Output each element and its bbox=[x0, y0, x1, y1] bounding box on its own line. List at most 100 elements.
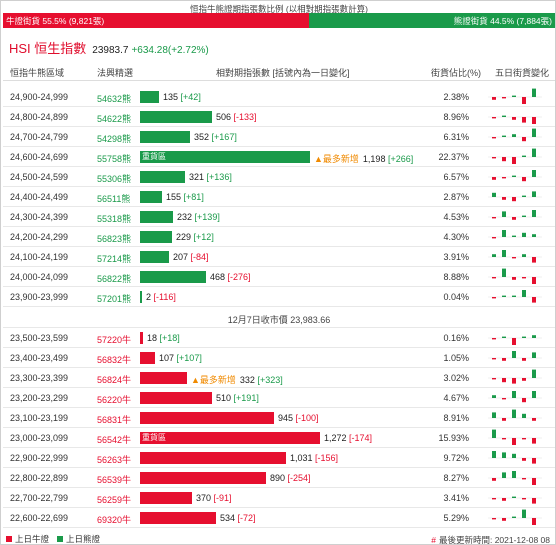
table-row[interactable]: 22,700-22,799 56259牛 370 [-91] 3.41% bbox=[3, 488, 555, 508]
sparkline-bar bbox=[492, 117, 496, 119]
contracts-value: 890 bbox=[270, 473, 286, 483]
sparkline-bar bbox=[522, 117, 526, 123]
sparkline-bar bbox=[522, 413, 526, 418]
table-row[interactable]: 24,900-24,999 54632熊 135 [+42] 2.38% bbox=[3, 87, 555, 107]
table-row[interactable]: 24,300-24,399 55318熊 232 [+139] 4.53% bbox=[3, 207, 555, 227]
table-row[interactable]: 24,000-24,099 56822熊 468 [-276] 8.88% bbox=[3, 267, 555, 287]
warrant-code-link[interactable]: 56220牛 bbox=[97, 395, 132, 405]
table-row[interactable]: 22,800-22,899 56539牛 890 [-254] 8.27% bbox=[3, 468, 555, 488]
contracts-value: 107 bbox=[159, 353, 175, 363]
sparkline-bar bbox=[502, 211, 506, 217]
warrant-code-link[interactable]: 56542牛 bbox=[97, 435, 132, 445]
price-range: 24,300-24,399 bbox=[10, 212, 69, 222]
five-day-sparkline bbox=[488, 250, 542, 263]
table-row[interactable]: 24,800-24,899 54622熊 506 [-133] 8.96% bbox=[3, 107, 555, 127]
table-row[interactable]: 23,000-23,099 56542牛 重貨區 1,272 [-174] 15.93% bbox=[3, 428, 555, 448]
contracts-bar bbox=[140, 131, 190, 143]
warrant-code-link[interactable]: 55306熊 bbox=[97, 174, 132, 184]
warrant-code-link[interactable]: 54632熊 bbox=[97, 94, 132, 104]
outstanding-pct: 15.93% bbox=[438, 433, 469, 443]
contracts-change: [-84] bbox=[190, 252, 209, 262]
table-row[interactable]: 22,900-22,999 56263牛 1,031 [-156] 9.72% bbox=[3, 448, 555, 468]
warrant-code-link[interactable]: 56539牛 bbox=[97, 475, 132, 485]
warrant-code-link[interactable]: 56511熊 bbox=[97, 194, 131, 204]
table-row[interactable]: 24,200-24,299 56823熊 229 [+12] 4.30% bbox=[3, 227, 555, 247]
table-row[interactable]: 23,100-23,199 56831牛 945 [-100] 8.91% bbox=[3, 408, 555, 428]
five-day-sparkline bbox=[488, 429, 542, 445]
table-row[interactable]: 24,400-24,499 56511熊 155 [+81] 2.87% bbox=[3, 187, 555, 207]
sparkline-bar bbox=[512, 471, 516, 478]
sparkline-bar bbox=[522, 215, 526, 217]
warrant-code-link[interactable]: 56832牛 bbox=[97, 355, 132, 365]
warrant-code-link[interactable]: 54622熊 bbox=[97, 114, 132, 124]
table-row[interactable]: 24,700-24,799 54298熊 352 [+167] 6.31% bbox=[3, 127, 555, 147]
index-name[interactable]: HSI 恒生指數 bbox=[9, 41, 87, 56]
price-range: 23,500-23,599 bbox=[10, 333, 69, 343]
price-range: 24,200-24,299 bbox=[10, 232, 69, 242]
sparkline-bar bbox=[512, 438, 516, 445]
outstanding-pct: 8.91% bbox=[443, 413, 469, 423]
warrant-code-link[interactable]: 57214熊 bbox=[97, 254, 132, 264]
table-row[interactable]: 23,200-23,299 56220牛 510 [+191] 4.67% bbox=[3, 388, 555, 408]
price-range: 24,800-24,899 bbox=[10, 112, 69, 122]
contracts-value: 207 bbox=[173, 252, 189, 262]
sparkline-bar bbox=[532, 458, 536, 464]
table-row[interactable]: 23,900-23,999 57201熊 2 [-116] 0.04% bbox=[3, 287, 555, 307]
sparkline-bar bbox=[532, 277, 536, 284]
price-range: 22,900-22,999 bbox=[10, 453, 69, 463]
warrant-code-link[interactable]: 56824牛 bbox=[97, 375, 132, 385]
contracts-value: 155 bbox=[166, 192, 182, 202]
warrant-code-link[interactable]: 54298熊 bbox=[97, 134, 132, 144]
table-row[interactable]: 24,600-24,699 55758熊 重貨區 ▲最多新增 1,198 [+266] 2… bbox=[3, 147, 555, 167]
index-value: 23983.7 bbox=[92, 45, 129, 56]
warrant-code-link[interactable]: 56259牛 bbox=[97, 495, 132, 505]
contracts-value: 229 bbox=[176, 232, 192, 242]
bull-ratio-segment: 牛證街貨 55.5% (9,821張) bbox=[3, 13, 310, 28]
price-range: 23,000-23,099 bbox=[10, 433, 69, 443]
sparkline-bar bbox=[492, 518, 496, 520]
warrant-code-link[interactable]: 57220牛 bbox=[97, 335, 132, 345]
warrant-code-link[interactable]: 56263牛 bbox=[97, 455, 132, 465]
sparkline-bar bbox=[532, 498, 536, 504]
price-range: 23,300-23,399 bbox=[10, 373, 69, 383]
table-row[interactable]: 24,100-24,199 57214熊 207 [-84] 3.91% bbox=[3, 247, 555, 267]
five-day-sparkline bbox=[488, 128, 542, 142]
sparkline-bar bbox=[532, 148, 536, 157]
sparkline-bar bbox=[512, 409, 516, 418]
price-range: 23,900-23,999 bbox=[10, 292, 69, 302]
header-pct: 街貨佔比(%) bbox=[431, 68, 481, 78]
table-row[interactable]: 23,300-23,399 56824牛 ▲最多新增 332 [+323] 3.02% bbox=[3, 368, 555, 388]
index-change: +634.28(+2.72%) bbox=[131, 45, 209, 56]
table-row[interactable]: 24,500-24,599 55306熊 321 [+136] 6.57% bbox=[3, 167, 555, 187]
contracts-change: [+266] bbox=[387, 154, 414, 164]
contracts-bar bbox=[140, 211, 173, 223]
sparkline-bar bbox=[532, 297, 536, 303]
contracts-bar bbox=[140, 251, 169, 263]
warrant-code-link[interactable]: 55318熊 bbox=[97, 214, 132, 224]
contracts-label: 468 [-276] bbox=[210, 272, 251, 282]
sparkline-bar bbox=[522, 195, 526, 197]
warrant-code-link[interactable]: 69320牛 bbox=[97, 515, 132, 525]
contracts-bar bbox=[140, 492, 192, 504]
warrant-code-link[interactable]: 57201熊 bbox=[97, 294, 132, 304]
table-row[interactable]: 22,600-22,699 69320牛 534 [-72] 5.29% bbox=[3, 508, 555, 528]
sparkline-bar bbox=[532, 210, 536, 217]
legend: 上日牛證 上日熊證 bbox=[6, 533, 100, 545]
contracts-label: 534 [-72] bbox=[220, 513, 256, 523]
contracts-value: 2 bbox=[146, 292, 152, 302]
table-row[interactable]: 23,500-23,599 57220牛 18 [+18] 0.16% bbox=[3, 328, 555, 348]
table-row[interactable]: 23,400-23,499 56832牛 107 [+107] 1.05% bbox=[3, 348, 555, 368]
contracts-bar bbox=[140, 372, 187, 384]
heavy-zone-label: 重貨區 bbox=[142, 152, 166, 161]
outstanding-pct: 4.67% bbox=[443, 393, 469, 403]
price-range: 23,200-23,299 bbox=[10, 393, 69, 403]
five-day-sparkline bbox=[488, 391, 542, 403]
warrant-code-link[interactable]: 56822熊 bbox=[97, 274, 132, 284]
outstanding-pct: 1.05% bbox=[443, 353, 469, 363]
warrant-code-link[interactable]: 55758熊 bbox=[97, 154, 132, 164]
sparkline-bar bbox=[512, 295, 516, 297]
warrant-code-link[interactable]: 56823熊 bbox=[97, 234, 132, 244]
warrant-code-link[interactable]: 56831牛 bbox=[97, 415, 132, 425]
sparkline-bar bbox=[512, 453, 516, 458]
legend-bull-swatch bbox=[6, 536, 12, 542]
